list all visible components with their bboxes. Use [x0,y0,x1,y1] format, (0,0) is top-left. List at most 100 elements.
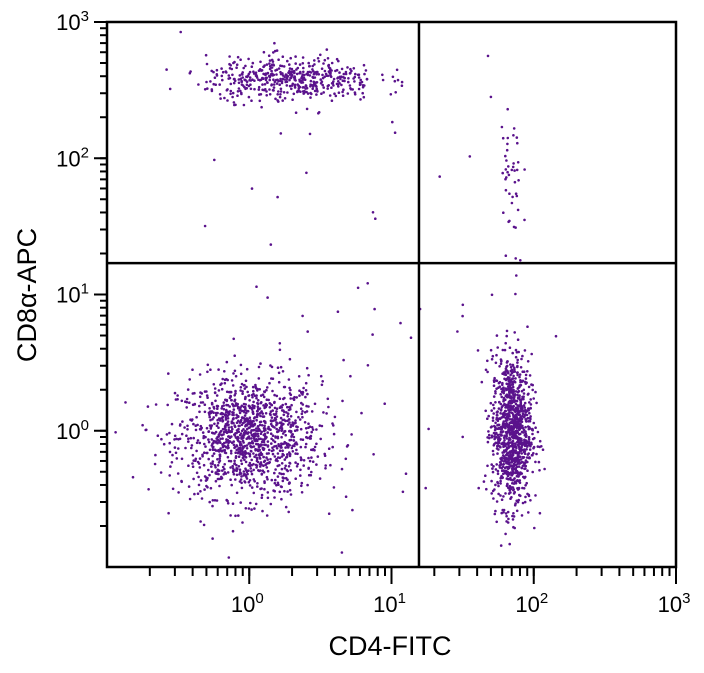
data-point [505,453,508,457]
data-point [186,428,189,431]
data-point [324,467,327,470]
data-point [537,460,541,464]
data-point [260,493,264,497]
data-point [519,415,522,418]
data-point [505,465,509,469]
data-point [491,354,495,358]
data-point [514,451,518,455]
data-point [318,424,322,427]
data-point [213,464,217,467]
data-point [239,77,243,81]
data-point [509,444,513,448]
data-point [528,411,531,415]
data-point [286,453,289,456]
data-point [257,407,261,411]
data-point [506,462,510,465]
data-point [509,396,513,400]
data-point [203,442,206,446]
data-point [199,490,202,493]
data-point [499,461,503,465]
data-point [258,443,261,447]
data-point [486,464,489,468]
data-point [522,409,525,413]
data-point [513,180,517,184]
data-point [248,461,252,465]
data-point [344,70,348,74]
data-point [522,404,526,407]
data-point [249,423,252,426]
data-point [260,410,263,414]
data-point [242,66,245,70]
data-point [509,486,512,489]
data-point [394,91,398,94]
data-point [300,481,304,485]
data-point [508,466,511,470]
data-point [239,58,242,61]
data-point [255,485,259,488]
data-point [265,94,269,97]
data-point [409,336,413,340]
data-point [231,470,235,474]
data-point [357,87,361,91]
data-point [519,400,522,404]
data-point [236,90,240,93]
data-point [223,467,226,471]
data-point [342,358,345,362]
data-point [506,142,509,146]
data-point [512,512,515,515]
data-point [258,457,262,460]
data-point [215,404,219,408]
data-point [225,498,228,502]
data-point [291,444,294,448]
data-point [524,484,527,487]
data-point [499,494,502,497]
data-point [518,404,522,408]
data-point [346,92,350,95]
data-point [203,488,206,491]
data-point [495,520,499,524]
data-point [311,64,315,68]
data-point [515,509,519,513]
data-point [438,175,442,178]
data-point [241,521,244,524]
data-point [232,372,235,375]
data-point [325,48,329,51]
data-point [234,404,237,407]
data-point [288,386,291,390]
data-point [527,440,531,444]
data-point [299,445,303,449]
data-point [500,466,504,470]
data-point [245,419,248,423]
data-point [279,90,283,93]
data-point [521,380,524,383]
data-point [240,462,244,466]
data-point [196,439,200,442]
data-point [186,424,189,428]
data-point [245,385,248,389]
data-point [514,192,518,195]
data-point [234,451,237,455]
data-point [221,78,224,82]
data-point [513,169,516,172]
data-point [265,514,269,517]
data-point [513,415,516,418]
data-point [264,405,268,409]
data-point [212,70,215,74]
data-point [264,463,268,467]
data-point [508,456,512,460]
data-point [233,369,237,373]
data-point [215,74,219,77]
data-point [208,448,212,452]
data-point [204,445,207,448]
data-point [502,449,506,452]
data-point [496,469,500,473]
data-point [260,69,263,72]
data-point [273,49,277,53]
data-point [232,412,235,416]
data-point [509,438,512,441]
data-point [288,452,292,456]
data-point [340,83,343,87]
data-point [513,393,517,397]
data-point [286,419,289,423]
data-point [533,526,536,530]
